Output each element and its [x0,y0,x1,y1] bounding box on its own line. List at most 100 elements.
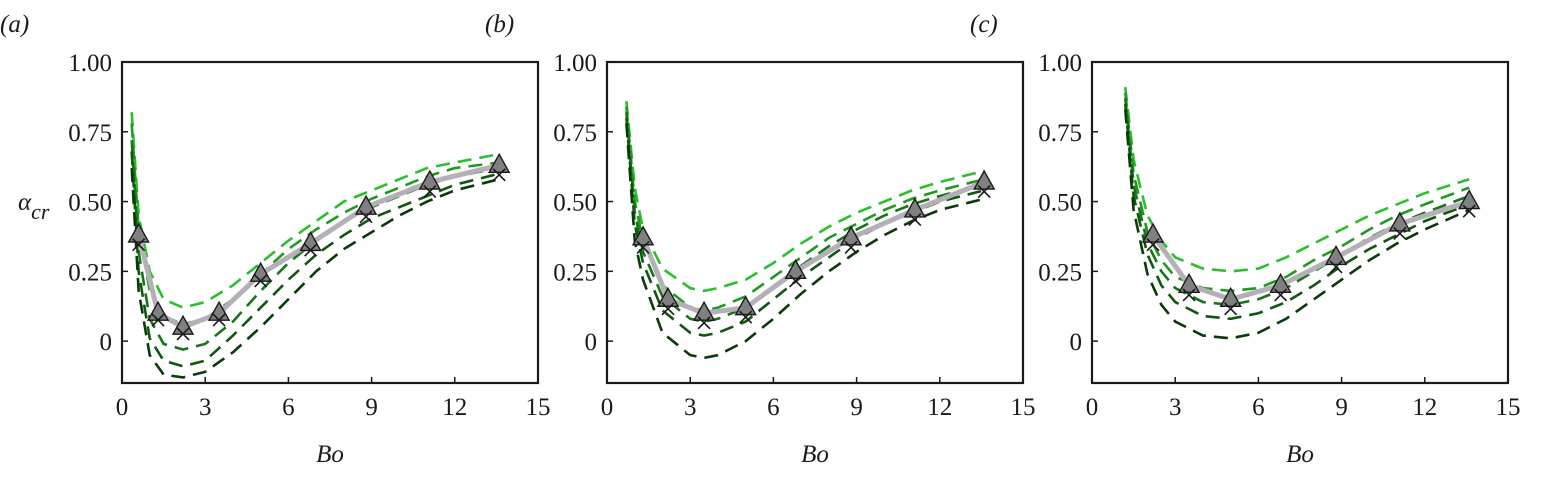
axes-frame [120,60,540,385]
x-axis-label: Bo [1286,441,1314,468]
y-tick-label: 0 [100,329,113,356]
x-axis-label: Bo [316,441,344,468]
dashed-curve [625,112,985,323]
fit-line [1150,199,1470,302]
triangle-marker [656,286,680,307]
plot-area [1123,86,1481,340]
plot-area [625,100,996,360]
x-tick-label: 0 [116,394,129,421]
triangle-marker [734,295,757,316]
cross-marker [789,274,803,288]
cross-marker [304,243,318,257]
dashed-curve [625,123,985,360]
x-tick-label: 9 [365,394,378,421]
panel-label: (b) [485,11,514,38]
cross-marker [132,238,146,252]
triangle-marker [1141,222,1165,243]
y-tick-label: 0 [585,329,598,356]
cross-marker [492,168,506,182]
dashed-curve [625,106,985,312]
y-tick-label: 0 [1070,329,1083,356]
y-tick-label: 0.50 [1038,190,1082,217]
cross-marker [254,274,268,288]
dashed-curve [130,123,500,326]
triangle-marker [1324,244,1348,266]
dashed-curve [1123,86,1470,273]
y-tick-label: 0.75 [68,120,112,147]
cross-marker [636,240,650,255]
cross-marker [1274,288,1288,302]
cross-marker [977,185,991,199]
cross-marker [359,210,373,224]
x-tick-label: 3 [684,394,697,421]
x-tick-label: 15 [1011,394,1036,421]
y-label-symbol: α [18,189,32,216]
triangle-marker [631,225,655,246]
triangle-marker [1388,211,1412,232]
panel-label: (a) [0,11,29,38]
dashed-curve [1123,98,1470,307]
cross-marker [661,302,675,316]
x-tick-label: 0 [601,394,614,421]
cross-marker [212,313,226,327]
y-tick-label: 0.25 [68,259,112,286]
dashed-curve [625,117,985,337]
triangle-marker [903,197,927,218]
cross-marker [739,310,753,324]
triangle-marker [839,225,863,246]
x-tick-label: 6 [1252,394,1265,421]
x-tick-label: 12 [1412,394,1437,421]
dashed-curve [1123,103,1470,321]
x-tick-label: 15 [1496,394,1521,421]
triangle-marker [972,169,996,190]
y-tick-label: 1.00 [68,50,112,77]
dashed-curve [130,151,500,368]
y-tick-label: 0.50 [68,190,112,217]
cross-marker [1182,288,1196,302]
triangle-marker [1219,286,1242,307]
cross-marker [697,316,711,330]
x-tick-label: 12 [927,394,952,421]
cross-marker [151,313,165,327]
cross-marker [1462,204,1476,218]
cross-marker [1329,260,1343,274]
dashed-curve [130,112,500,310]
y-tick-label: 0.75 [1038,120,1082,147]
axes-frame [1090,60,1510,385]
dashed-curve [1123,92,1470,293]
x-tick-label: 6 [767,394,780,421]
y-tick-label: 0.50 [553,190,597,217]
x-axis-label: Bo [801,441,829,468]
y-tick-label: 0.25 [1038,259,1082,286]
cross-marker [423,185,437,199]
cross-marker [1224,302,1238,316]
dashed-curve [1123,109,1470,340]
dashed-curve [130,167,500,379]
x-tick-label: 12 [442,394,467,421]
y-axis-label: αcr [18,189,50,224]
x-tick-label: 6 [282,394,295,421]
plot-area [127,112,511,379]
triangle-marker [487,152,511,173]
triangle-marker [1269,272,1292,294]
y-label-subscript: cr [31,199,50,224]
triangle-marker [784,258,807,280]
cross-marker [1393,226,1407,241]
cross-marker [1146,238,1160,252]
triangle-marker [418,169,442,190]
axes-frame [605,60,1025,385]
triangle-marker [1457,189,1481,210]
x-tick-label: 3 [1169,394,1182,421]
triangle-marker [354,194,378,215]
y-tick-label: 1.00 [1038,50,1082,77]
triangle-marker [127,222,150,243]
x-tick-label: 15 [526,394,551,421]
panel-label: (c) [970,11,998,38]
y-tick-label: 1.00 [553,50,597,77]
y-tick-label: 0.75 [553,120,597,147]
cross-marker [176,327,190,341]
cross-marker [844,240,858,255]
x-tick-label: 9 [850,394,863,421]
cross-marker [908,212,922,227]
